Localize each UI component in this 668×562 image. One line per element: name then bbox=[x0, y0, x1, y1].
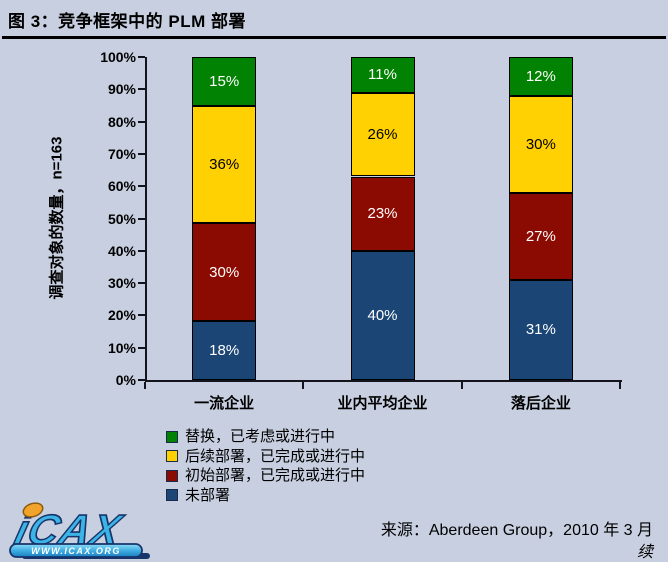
legend-label: 替换，已考虑或进行中 bbox=[185, 428, 336, 446]
x-tick-mark bbox=[619, 382, 621, 389]
y-tick-mark bbox=[138, 314, 145, 317]
y-tick-label: 80% bbox=[107, 113, 136, 130]
legend-label: 后续部署，已完成或进行中 bbox=[185, 447, 366, 465]
x-category-label: 一流企业 bbox=[194, 395, 255, 412]
y-tick-mark bbox=[138, 185, 145, 188]
y-tick-label: 90% bbox=[107, 81, 136, 98]
legend-label: 未部署 bbox=[185, 486, 231, 504]
y-tick-mark bbox=[138, 217, 145, 220]
y-tick-mark bbox=[138, 120, 145, 123]
logo-banner bbox=[9, 543, 143, 558]
bar-segment: 40% bbox=[350, 250, 415, 380]
legend-swatch bbox=[166, 430, 178, 443]
legend-swatch bbox=[166, 450, 178, 463]
y-tick-label: 20% bbox=[107, 307, 136, 324]
bar-segment: 11% bbox=[350, 57, 415, 93]
bar-segment: 36% bbox=[192, 105, 257, 224]
x-category-label: 落后企业 bbox=[510, 395, 571, 412]
x-tick-mark bbox=[460, 382, 463, 389]
y-tick-mark bbox=[138, 56, 145, 58]
source-text: 来源：Aberdeen Group，2010 年 3 月 bbox=[380, 522, 653, 539]
legend-swatch bbox=[166, 469, 178, 482]
y-tick-mark bbox=[138, 152, 145, 155]
y-tick-label: 70% bbox=[107, 145, 136, 162]
y-tick-label: 100% bbox=[100, 49, 136, 65]
y-tick-label: 30% bbox=[107, 275, 136, 292]
y-tick-mark bbox=[138, 379, 145, 381]
y-axis-label: 调查对象的数量，n=163 bbox=[48, 136, 66, 300]
bar-segment: 15% bbox=[192, 57, 257, 106]
bar-segment: 23% bbox=[350, 176, 415, 251]
bar-segment: 27% bbox=[508, 192, 573, 280]
plot-area bbox=[145, 57, 622, 382]
x-tick-mark bbox=[302, 382, 305, 389]
y-tick-mark bbox=[138, 282, 145, 285]
legend-item: 初始部署，已完成或进行中 bbox=[166, 466, 365, 486]
x-category-label: 业内平均企业 bbox=[337, 395, 428, 412]
y-tick-mark bbox=[138, 88, 145, 91]
legend-swatch bbox=[166, 489, 178, 502]
bar-segment: 30% bbox=[192, 223, 257, 322]
logo-coin bbox=[22, 502, 44, 518]
bar-segment: 18% bbox=[192, 321, 257, 380]
legend: 替换，已考虑或进行中 后续部署，已完成或进行中 初始部署，已完成或进行中 未部署 bbox=[166, 427, 365, 505]
x-tick-mark bbox=[144, 382, 146, 389]
logo-url: WWW.ICAX.ORG bbox=[31, 546, 121, 556]
y-tick-label: 0% bbox=[115, 372, 136, 388]
y-tick-label: 10% bbox=[107, 339, 136, 356]
title-rule bbox=[2, 36, 666, 39]
y-tick-mark bbox=[138, 346, 145, 349]
bar-segment: 30% bbox=[508, 95, 573, 193]
y-tick-label: 40% bbox=[107, 242, 136, 259]
figure-title: 图 3：竞争框架中的 PLM 部署 bbox=[8, 12, 247, 31]
y-tick-label: 50% bbox=[107, 210, 136, 227]
icax-logo: iCAX WWW.ICAX.ORG bbox=[9, 502, 150, 559]
legend-item: 未部署 bbox=[166, 486, 365, 506]
y-tick-label: 60% bbox=[107, 178, 136, 195]
bar-segment: 26% bbox=[350, 92, 415, 177]
legend-label: 初始部署，已完成或进行中 bbox=[185, 467, 366, 485]
bar-segment: 12% bbox=[508, 57, 573, 96]
continued-text: 续 bbox=[636, 544, 653, 561]
legend-item: 后续部署，已完成或进行中 bbox=[166, 447, 365, 467]
bar-segment: 31% bbox=[508, 279, 573, 380]
legend-item: 替换，已考虑或进行中 bbox=[166, 427, 365, 447]
y-tick-mark bbox=[138, 249, 145, 252]
